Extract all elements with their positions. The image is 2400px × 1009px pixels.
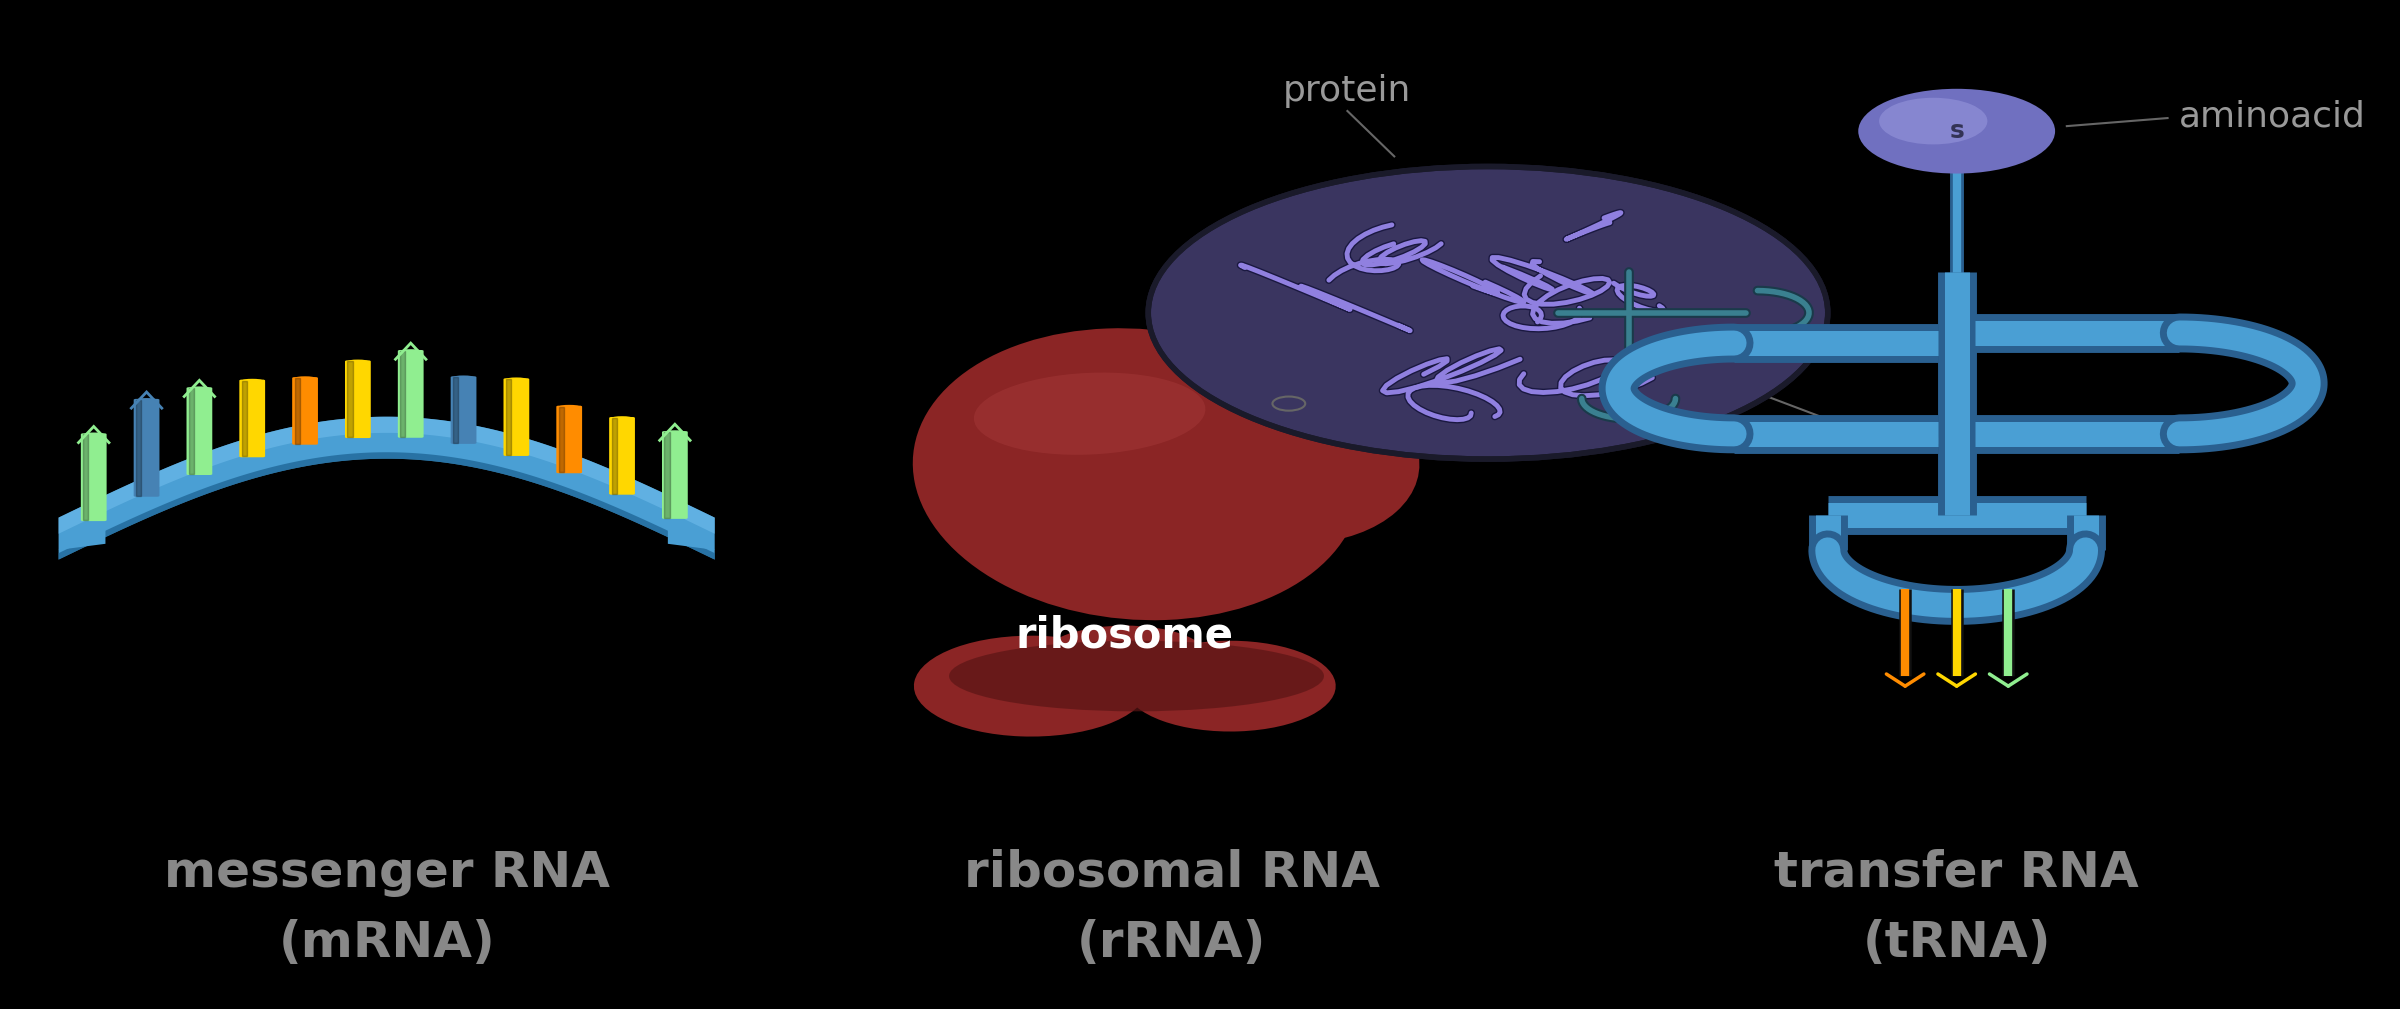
FancyBboxPatch shape [187, 387, 211, 475]
Polygon shape [58, 417, 715, 534]
Text: ribosomal RNA: ribosomal RNA [965, 849, 1380, 897]
Polygon shape [58, 501, 106, 550]
Ellipse shape [401, 349, 422, 353]
Ellipse shape [912, 328, 1361, 621]
Bar [612, 418, 617, 493]
Ellipse shape [948, 641, 1325, 711]
Ellipse shape [190, 386, 209, 390]
FancyBboxPatch shape [504, 378, 530, 456]
Text: transfer RNA: transfer RNA [1774, 849, 2138, 897]
Ellipse shape [506, 377, 528, 381]
Ellipse shape [914, 636, 1147, 737]
Ellipse shape [974, 372, 1205, 455]
FancyBboxPatch shape [346, 360, 370, 438]
Text: (tRNA): (tRNA) [1862, 919, 2052, 968]
FancyBboxPatch shape [293, 377, 317, 445]
FancyBboxPatch shape [557, 406, 583, 473]
Ellipse shape [1042, 626, 1207, 686]
Circle shape [1858, 89, 2054, 174]
Text: ribosome: ribosome [1015, 614, 1234, 657]
Ellipse shape [84, 433, 103, 436]
Text: rRNA: rRNA [1850, 417, 1944, 451]
Text: protein: protein [1284, 74, 1411, 108]
Bar [84, 434, 89, 520]
Text: messenger RNA: messenger RNA [163, 849, 610, 897]
FancyBboxPatch shape [662, 431, 689, 519]
Polygon shape [58, 452, 715, 560]
Polygon shape [58, 417, 715, 560]
Bar [137, 400, 142, 495]
Bar [401, 351, 406, 437]
Bar [295, 378, 300, 444]
Bar [559, 407, 564, 472]
FancyBboxPatch shape [398, 350, 425, 438]
FancyBboxPatch shape [451, 376, 478, 444]
FancyBboxPatch shape [134, 399, 158, 496]
Ellipse shape [1126, 641, 1337, 732]
Ellipse shape [137, 399, 156, 402]
Polygon shape [667, 501, 715, 550]
Text: (rRNA): (rRNA) [1078, 919, 1267, 968]
Text: aminoacid: aminoacid [2179, 99, 2366, 133]
Bar [190, 388, 194, 474]
Ellipse shape [665, 430, 686, 434]
Circle shape [1879, 98, 1987, 144]
Ellipse shape [295, 376, 317, 380]
FancyBboxPatch shape [610, 417, 636, 494]
Ellipse shape [454, 375, 475, 379]
Circle shape [1147, 166, 1829, 459]
Ellipse shape [1135, 363, 1418, 545]
Bar [242, 380, 247, 456]
Ellipse shape [242, 378, 262, 382]
Bar [454, 377, 458, 443]
Text: (mRNA): (mRNA) [278, 919, 494, 968]
FancyBboxPatch shape [82, 433, 106, 521]
Ellipse shape [348, 359, 370, 363]
Ellipse shape [612, 416, 634, 420]
FancyBboxPatch shape [240, 379, 264, 457]
Ellipse shape [559, 405, 581, 409]
Bar [665, 432, 670, 518]
Bar [506, 379, 511, 455]
Bar [348, 361, 353, 437]
Text: s: s [1949, 119, 1963, 143]
